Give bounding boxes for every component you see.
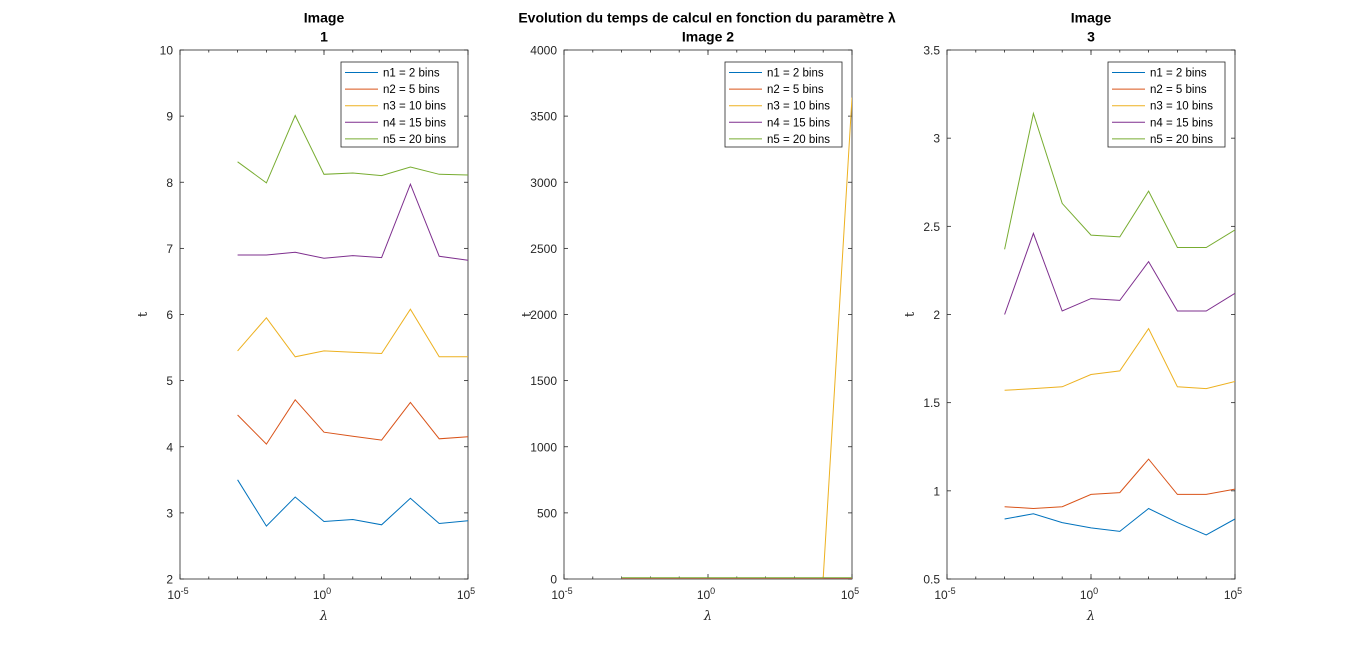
series-line-3 — [237, 308, 468, 358]
series-line-1 — [1004, 507, 1235, 536]
legend-label: n4 = 15 bins — [1150, 117, 1213, 129]
y-tick-label: 2 — [166, 573, 173, 587]
y-tick-label: 1.5 — [923, 396, 940, 410]
subplot-title: 3 — [1087, 29, 1095, 45]
legend-label: n4 = 15 bins — [767, 117, 830, 129]
y-tick-label: 2000 — [530, 308, 557, 322]
series-line-5 — [237, 114, 468, 184]
legend-label: n2 = 5 bins — [767, 84, 824, 96]
series-line-5 — [1004, 111, 1235, 250]
legend-label: n5 = 20 bins — [383, 134, 446, 146]
legend-label: n2 = 5 bins — [1150, 84, 1207, 96]
y-tick-label: 3.5 — [923, 44, 940, 58]
legend: n1 = 2 bins n2 = 5 bins n3 = 10 bins n4 = 1… — [340, 61, 459, 148]
figure-title: Evolution du temps de calcul en fonction… — [518, 10, 895, 26]
legend-label: n5 = 20 bins — [1150, 134, 1213, 146]
y-tick-label: 0 — [550, 573, 557, 587]
series-line-4 — [1004, 231, 1235, 315]
legend-label: n3 = 10 bins — [767, 101, 830, 113]
legend-label: n5 = 20 bins — [767, 134, 830, 146]
legend-label: n1 = 2 bins — [1150, 68, 1207, 80]
y-tick-label: 1 — [933, 484, 940, 498]
subplot-title: Image — [304, 10, 345, 26]
y-axis-label: t — [136, 311, 151, 317]
y-tick-label: 10 — [160, 44, 174, 58]
legend-label: n1 = 2 bins — [767, 68, 824, 80]
y-tick-label: 3500 — [530, 110, 557, 124]
y-tick-label: 3000 — [530, 176, 557, 190]
y-tick-label: 4 — [166, 440, 173, 454]
x-axis-label: λ — [703, 609, 712, 624]
y-tick-label: 2.5 — [923, 220, 940, 234]
x-axis-label: λ — [319, 609, 328, 624]
legend-box — [724, 61, 843, 148]
series-line-2 — [1004, 458, 1235, 510]
legend-label: n4 = 15 bins — [383, 117, 446, 129]
y-tick-label: 4000 — [530, 44, 557, 58]
legend-label: n1 = 2 bins — [383, 68, 440, 80]
y-axis-label: t — [520, 311, 535, 317]
subplot-title: 1 — [320, 29, 328, 45]
y-tick-label: 5 — [166, 374, 173, 388]
series-line-2 — [237, 398, 468, 445]
y-tick-label: 3 — [933, 132, 940, 146]
legend: n1 = 2 bins n2 = 5 bins n3 = 10 bins n4 = 1… — [724, 61, 843, 148]
series-line-3 — [1004, 327, 1235, 391]
legend-label: n3 = 10 bins — [383, 101, 446, 113]
x-axis-label: λ — [1086, 609, 1095, 624]
legend-label: n2 = 5 bins — [383, 84, 440, 96]
series-line-1 — [237, 479, 468, 527]
y-axis-label: t — [903, 311, 918, 317]
series-line-4 — [237, 182, 468, 261]
y-tick-label: 1500 — [530, 374, 557, 388]
legend: n1 = 2 bins n2 = 5 bins n3 = 10 bins n4 = 1… — [1107, 61, 1226, 148]
legend-label: n3 = 10 bins — [1150, 101, 1213, 113]
legend-box — [1107, 61, 1226, 148]
y-tick-label: 6 — [166, 308, 173, 322]
subplot-title: Image 2 — [682, 29, 734, 45]
y-tick-label: 2 — [933, 308, 940, 322]
y-tick-label: 7 — [166, 242, 173, 256]
subplot-title: Image — [1071, 10, 1112, 26]
y-tick-label: 500 — [537, 506, 557, 520]
y-tick-label: 1000 — [530, 440, 557, 454]
y-tick-label: 2500 — [530, 242, 557, 256]
y-tick-label: 8 — [166, 176, 173, 190]
y-tick-label: 9 — [166, 110, 173, 124]
y-tick-label: 3 — [166, 506, 173, 520]
y-tick-label: 0.5 — [923, 573, 940, 587]
legend-box — [340, 61, 459, 148]
